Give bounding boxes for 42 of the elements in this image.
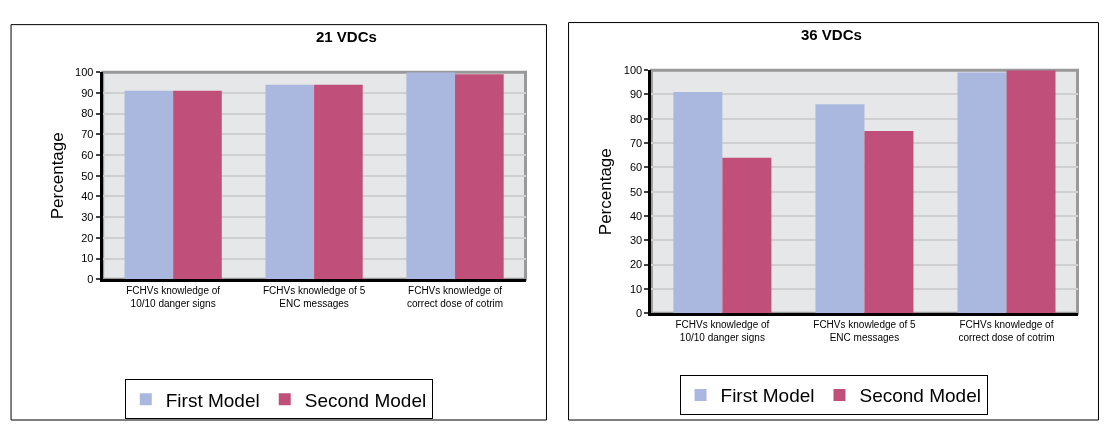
bar xyxy=(815,104,865,314)
legend-label: Second Model xyxy=(859,385,981,407)
x-tick-label: FCHVs knowledge of correct dose of cotrim xyxy=(406,285,504,310)
y-axis-title: Percentage xyxy=(596,148,616,236)
legend-label: Second Model xyxy=(304,389,427,411)
bar xyxy=(673,92,723,314)
y-tick-label: 100 xyxy=(75,66,94,79)
bar xyxy=(957,72,1007,314)
chart-title: 36 VDCs xyxy=(801,26,862,43)
y-tick-label: 30 xyxy=(81,210,94,223)
x-tick-label: FCHVs knowledge of 10/10 danger signs xyxy=(126,285,221,310)
y-tick-label: 90 xyxy=(629,88,643,101)
y-tick-label: 50 xyxy=(81,169,94,182)
y-tick-label: 10 xyxy=(81,252,94,265)
y-tick-label: 70 xyxy=(629,136,643,149)
y-tick-label: 80 xyxy=(629,112,643,125)
x-tick-label: FCHVs knowledge of 5 ENC messages xyxy=(262,285,366,310)
y-tick-label: 60 xyxy=(81,148,94,161)
y-tick-label: 40 xyxy=(81,190,94,203)
x-tick-label: FCHVs knowledge of correct dose of cotrim xyxy=(958,319,1055,344)
y-tick-label: 20 xyxy=(629,258,643,271)
x-tick-label: FCHVs knowledge of 5 ENC messages xyxy=(813,319,916,344)
legend-label: First Model xyxy=(720,385,815,407)
bar xyxy=(722,157,772,314)
y-tick-label: 100 xyxy=(623,64,643,77)
y-tick-label: 80 xyxy=(81,107,94,120)
y-tick-label: 90 xyxy=(81,86,94,99)
chart-title: 21 VDCs xyxy=(316,28,377,45)
y-tick-label: 0 xyxy=(87,273,94,286)
bar xyxy=(1006,70,1056,314)
legend-label: First Model xyxy=(165,389,260,411)
y-tick-label: 60 xyxy=(629,161,643,174)
y-axis-title: Percentage xyxy=(47,132,67,220)
y-tick-label: 50 xyxy=(629,185,643,198)
y-tick-label: 30 xyxy=(629,234,643,247)
y-tick-label: 40 xyxy=(629,209,643,222)
y-tick-label: 70 xyxy=(81,128,94,141)
y-tick-label: 20 xyxy=(81,231,94,244)
y-tick-label: 0 xyxy=(636,307,643,320)
x-tick-label: FCHVs knowledge of 10/10 danger signs xyxy=(675,319,770,344)
y-tick-label: 10 xyxy=(629,282,643,295)
bar xyxy=(864,130,914,314)
